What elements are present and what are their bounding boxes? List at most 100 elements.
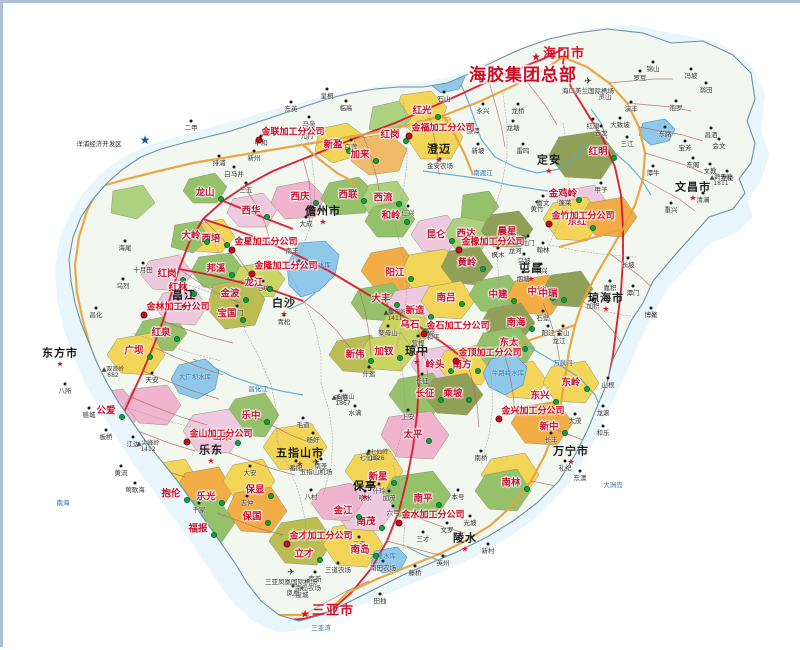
plantation-label[interactable]: 南海 bbox=[506, 317, 526, 329]
plantation-label[interactable]: 红岗 bbox=[157, 268, 177, 280]
plantation-label[interactable]: 新中 bbox=[539, 421, 559, 433]
plantation-label[interactable]: 龙江 bbox=[244, 277, 264, 289]
plantation-label[interactable]: 西庆 bbox=[290, 191, 310, 203]
city-label[interactable]: 澄迈 bbox=[427, 142, 451, 156]
city-label[interactable]: 乐东 bbox=[199, 443, 223, 457]
plantation-label[interactable]: 乘坡 bbox=[443, 388, 463, 400]
plantation-label[interactable]: 福报 bbox=[188, 523, 208, 535]
plantation-label[interactable]: 东兴 bbox=[530, 390, 550, 402]
plantation-label[interactable]: 和岭 bbox=[381, 210, 401, 222]
plantation-label[interactable]: 立才 bbox=[294, 548, 314, 560]
plantation-label[interactable]: 宝国 bbox=[217, 308, 237, 320]
branch-label[interactable]: 金石加工分公司 bbox=[426, 321, 490, 332]
branch-label[interactable]: 金隆加工分公司 bbox=[254, 261, 318, 272]
plantation-label[interactable]: 黄岭 bbox=[457, 257, 477, 269]
plantation-label[interactable]: 红岗 bbox=[380, 129, 400, 141]
plantation-label[interactable]: 西流 bbox=[373, 192, 393, 204]
plantation-label[interactable]: 加来 bbox=[350, 149, 370, 161]
plantation-label[interactable]: 阳江 bbox=[385, 267, 405, 279]
city-label[interactable]: 定安 bbox=[537, 153, 561, 167]
plantation-label[interactable]: 红林 bbox=[168, 282, 188, 294]
plantation-label[interactable]: 乐中 bbox=[241, 410, 261, 422]
town-dot bbox=[516, 102, 520, 106]
plantation-label[interactable]: 南岛 bbox=[350, 544, 370, 556]
plantation-label[interactable]: 邦溪 bbox=[206, 263, 226, 275]
plantation-label[interactable]: 南吕 bbox=[436, 292, 456, 304]
branch-label[interactable]: 金星加工分公司 bbox=[234, 237, 298, 248]
plantation-label[interactable]: 加钗 bbox=[374, 346, 394, 358]
branch-label[interactable]: 金水加工分公司 bbox=[401, 510, 465, 521]
plantation-label[interactable]: 金波 bbox=[220, 288, 240, 300]
plantation-label[interactable]: 中建 bbox=[488, 289, 508, 301]
plantation-label[interactable]: 新星 bbox=[368, 471, 388, 483]
plantation-label[interactable]: 保显 bbox=[245, 484, 265, 496]
plantation-label[interactable]: 乐光 bbox=[196, 491, 216, 503]
headquarters-label[interactable]: 海胶集团总部 bbox=[469, 65, 577, 86]
city-label[interactable]: 陵水 bbox=[453, 531, 477, 545]
plantation-label[interactable]: 东太 bbox=[499, 337, 519, 349]
plantation-label[interactable]: 乌石 bbox=[400, 319, 420, 331]
branch-label[interactable]: 金才加工分公司 bbox=[289, 531, 353, 542]
branch-label[interactable]: 金顶加工分公司 bbox=[458, 348, 522, 359]
plantation-label[interactable]: 大丰 bbox=[371, 293, 391, 305]
plantation-label[interactable]: 金江 bbox=[333, 505, 353, 517]
branch-label[interactable]: 金林加工分公司 bbox=[146, 302, 210, 313]
capital-label[interactable]: 海口市 bbox=[542, 46, 586, 62]
plantation-label[interactable]: 中坤 bbox=[527, 286, 547, 298]
plantation-label[interactable]: 公爱 bbox=[96, 405, 116, 417]
town-label: 三五 bbox=[239, 185, 253, 194]
plantation-label[interactable]: 新伟 bbox=[345, 349, 365, 361]
city-label[interactable]: 万宁市 bbox=[553, 444, 589, 458]
city-label[interactable]: 保亭 bbox=[353, 479, 377, 493]
branch-label[interactable]: 金福加工分公司 bbox=[411, 123, 475, 134]
city-label[interactable]: 琼海市 bbox=[588, 291, 624, 305]
city-label[interactable]: 东方市 bbox=[42, 346, 78, 360]
plantation-label[interactable]: 抱伦 bbox=[161, 488, 181, 500]
plantation-label[interactable]: 长征 bbox=[415, 388, 435, 400]
city-label[interactable]: 琼中 bbox=[405, 344, 429, 358]
plantation-label[interactable]: 西联 bbox=[338, 189, 358, 201]
plantation-label[interactable]: 金鸡岭 bbox=[548, 188, 578, 200]
branch-label[interactable]: 金联加工分公司 bbox=[261, 127, 325, 138]
city-label[interactable]: 五指山市 bbox=[276, 446, 324, 460]
city-label[interactable]: 屯昌 bbox=[519, 261, 543, 275]
plantation-label[interactable]: 晨星 bbox=[497, 226, 517, 238]
plantation-label[interactable]: 保国 bbox=[242, 511, 262, 523]
town-label: 中兴 bbox=[534, 266, 548, 275]
plantation-label[interactable]: 大岭 bbox=[181, 230, 201, 242]
plantation-label[interactable]: 红光 bbox=[412, 105, 432, 117]
plantation-label[interactable]: 广坝 bbox=[124, 345, 144, 357]
plantation-label[interactable]: 西培 bbox=[201, 233, 221, 245]
capital-label[interactable]: 三亚市 bbox=[311, 603, 355, 619]
plantation-label[interactable]: 南平 bbox=[413, 493, 433, 505]
plantation-label[interactable]: 新造 bbox=[405, 305, 425, 317]
plantation-label[interactable]: 中瑞 bbox=[538, 288, 558, 300]
city-label[interactable]: 白沙 bbox=[272, 296, 296, 310]
plantation-label[interactable]: 东岭 bbox=[561, 377, 581, 389]
plantation-label[interactable]: 南林 bbox=[501, 477, 521, 489]
plantation-label[interactable]: 山荣 bbox=[212, 431, 232, 443]
town-dot bbox=[421, 530, 425, 534]
plantation-label[interactable]: 太平 bbox=[403, 429, 423, 441]
plantation-label[interactable]: 红泉 bbox=[151, 327, 171, 339]
plantation-label[interactable]: 新盈 bbox=[323, 139, 343, 151]
plantation-label[interactable]: 红明 bbox=[588, 146, 608, 158]
plantation-label[interactable]: 南方 bbox=[452, 359, 472, 371]
plantation-label[interactable]: 昆仑 bbox=[426, 229, 446, 241]
plantation-label[interactable]: 岭头 bbox=[425, 359, 445, 371]
map-stage[interactable]: 临高白莲石山永兴龙桥龙塘遵谭新坡雷鸣金安农场仁兴中和新州白马井三五排浦二甲马袅东… bbox=[3, 3, 800, 650]
plantation-label[interactable]: 南茂 bbox=[356, 516, 376, 528]
branch-label[interactable]: 金竹加工分公司 bbox=[551, 211, 615, 222]
plantation-label[interactable]: 东红 bbox=[567, 216, 587, 228]
plantation-dot bbox=[373, 553, 379, 559]
city-label[interactable]: 儋州市 bbox=[305, 204, 341, 218]
plantation-label[interactable]: 西达 bbox=[456, 228, 476, 240]
plantation-label[interactable]: 西华 bbox=[241, 205, 261, 217]
city-label[interactable]: 昌江 bbox=[172, 288, 196, 302]
plantation-label[interactable]: 龙山 bbox=[195, 187, 215, 199]
branch-label[interactable]: 金橡加工分公司 bbox=[461, 237, 525, 248]
branch-label[interactable]: 金山加工分公司 bbox=[189, 429, 253, 440]
branch-label[interactable]: 金兴加工分公司 bbox=[501, 406, 565, 417]
city-label[interactable]: 文昌市 bbox=[675, 180, 711, 194]
town-dot bbox=[510, 226, 514, 230]
